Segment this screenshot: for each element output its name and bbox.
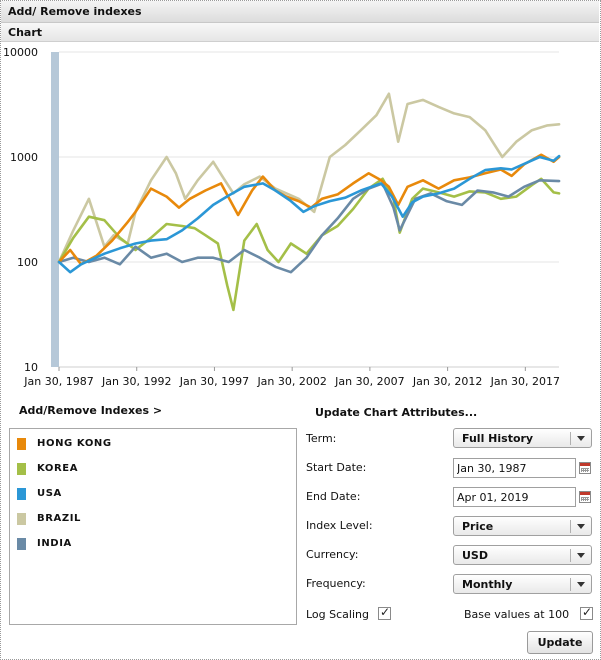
grid (59, 51, 559, 368)
x-tick-label: Jan 30, 2007 (334, 375, 404, 388)
y-tick-label: 1000 (10, 151, 38, 164)
y-tick-label: 10 (24, 361, 38, 374)
series-line-india (57, 179, 561, 274)
legend-swatch (17, 488, 26, 500)
frequency-select[interactable]: Monthly (453, 574, 592, 594)
start-date-label: Start Date: (306, 461, 367, 474)
index-level-label: Index Level: (306, 519, 373, 532)
base-values-label: Base values at 100 (464, 608, 570, 621)
legend-swatch (17, 463, 26, 475)
title-bar: Add/ Remove indexes (1, 1, 599, 23)
legend-label: KOREA (37, 463, 79, 474)
base-values-checkbox[interactable]: ✓ (580, 605, 593, 620)
checkmark-icon: ✓ (582, 605, 593, 619)
divider (570, 549, 571, 562)
end-date-input[interactable] (457, 489, 572, 505)
term-label: Term: (306, 432, 337, 445)
update-chart-attributes-heading: Update Chart Attributes... (315, 406, 478, 419)
chevron-down-icon (577, 436, 585, 441)
x-tick-label: Jan 30, 2002 (256, 375, 326, 388)
chevron-down-icon (577, 582, 585, 587)
start-date-input[interactable] (457, 460, 572, 476)
legend-label: BRAZIL (37, 513, 82, 524)
currency-select[interactable]: USD (453, 545, 592, 565)
frequency-label: Frequency: (306, 577, 366, 590)
checkmark-icon: ✓ (380, 605, 391, 619)
panel-title: Add/ Remove indexes (8, 5, 142, 18)
frequency-value: Monthly (462, 578, 513, 591)
y-axis: 10 100 1000 10000 (3, 46, 38, 374)
currency-label: Currency: (306, 548, 359, 561)
x-tick-label: Jan 30, 1997 (179, 375, 249, 388)
series-lines (57, 92, 561, 312)
term-value: Full History (462, 432, 534, 445)
x-tick-label: Jan 30, 2012 (412, 375, 482, 388)
index-level-value: Price (462, 520, 494, 533)
index-level-select[interactable]: Price (453, 516, 592, 536)
legend-label: INDIA (37, 538, 72, 549)
legend-label: HONG KONG (37, 438, 112, 449)
legend-box: HONG KONG KOREA USA BRAZIL INDIA (9, 428, 297, 625)
chevron-down-icon (577, 524, 585, 529)
legend-swatch (17, 538, 26, 550)
series-line-brazil (57, 92, 561, 264)
legend-swatch (17, 513, 26, 525)
chart-tab[interactable]: Chart (1, 23, 599, 42)
x-tick-label: Jan 30, 1992 (101, 375, 171, 388)
x-axis: Jan 30, 1987 Jan 30, 1992 Jan 30, 1997 Jan … (23, 367, 560, 388)
series-line-usa (57, 154, 561, 274)
x-tick-label: Jan 30, 1987 (23, 375, 93, 388)
legend-label: USA (37, 488, 62, 499)
y-tick-label: 10000 (3, 46, 38, 59)
y-tick-label: 100 (17, 256, 38, 269)
add-remove-indexes-link[interactable]: Add/Remove Indexes > (19, 404, 163, 417)
calendar-icon[interactable] (579, 462, 591, 474)
end-date-label: End Date: (306, 490, 361, 503)
x-tick-label: Jan 30, 2017 (490, 375, 560, 388)
divider (570, 432, 571, 445)
chevron-down-icon (577, 553, 585, 558)
chart-tab-label: Chart (8, 26, 43, 39)
calendar-icon[interactable] (579, 491, 591, 503)
currency-value: USD (462, 549, 488, 562)
range-handle[interactable] (51, 52, 59, 367)
log-scaling-checkbox[interactable]: ✓ (378, 605, 391, 620)
update-button[interactable]: Update (527, 631, 593, 654)
divider (570, 520, 571, 533)
divider (570, 578, 571, 591)
term-select[interactable]: Full History (453, 428, 592, 448)
legend-swatch (17, 438, 26, 450)
end-date-field[interactable] (453, 487, 576, 507)
log-scaling-label: Log Scaling (306, 608, 369, 621)
start-date-field[interactable] (453, 458, 576, 478)
